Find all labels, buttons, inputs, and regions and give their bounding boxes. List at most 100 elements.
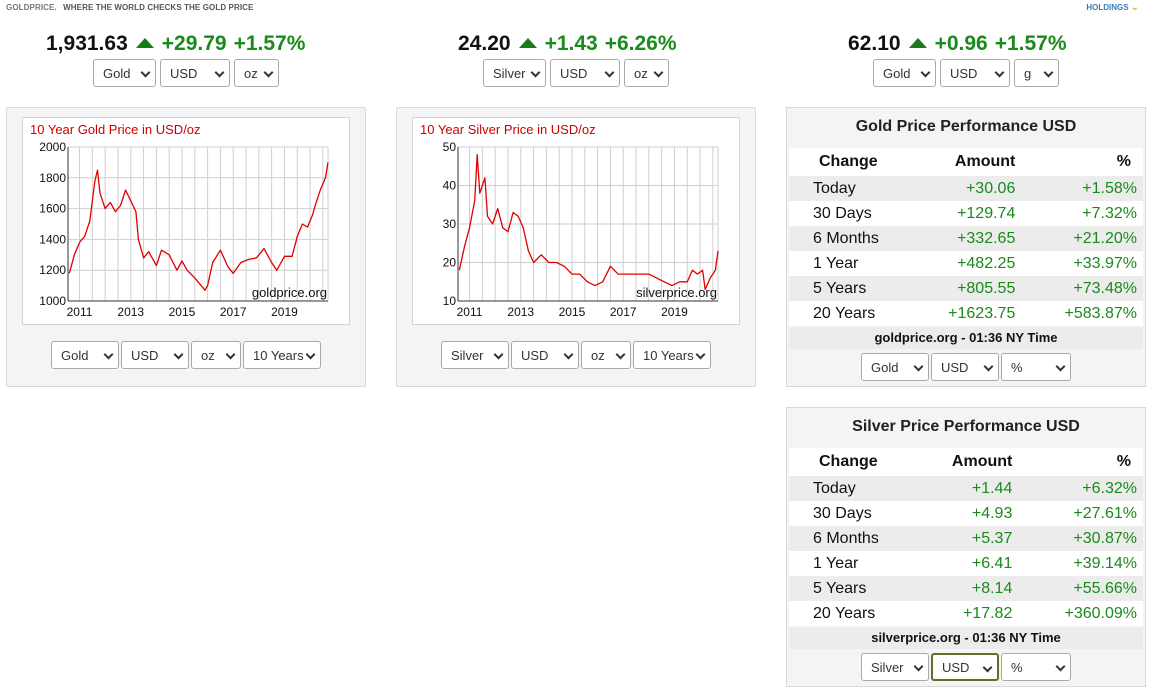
amount-value: +1.44 bbox=[917, 476, 1031, 501]
x-tick-label: 2011 bbox=[457, 305, 483, 319]
period-label: Today bbox=[789, 476, 918, 501]
gold-performance-panel: Gold Price Performance USD Change Amount… bbox=[786, 107, 1146, 387]
currency-select[interactable]: USD bbox=[931, 353, 999, 381]
y-tick-label: 30 bbox=[443, 217, 457, 231]
holdings-link[interactable]: HOLDINGS ⌄ bbox=[1086, 1, 1139, 13]
column-header: Change bbox=[789, 148, 915, 176]
chart-watermark: silverprice.org bbox=[636, 285, 717, 300]
period-label: 6 Months bbox=[789, 226, 915, 251]
table-row: Today +30.06 +1.58% bbox=[789, 176, 1143, 201]
select-value: USD bbox=[950, 65, 978, 81]
chevron-down-icon bbox=[1055, 661, 1066, 672]
amount-value: +8.14 bbox=[917, 576, 1031, 601]
amount-value: +5.37 bbox=[917, 526, 1031, 551]
amount-value: +30.06 bbox=[914, 176, 1034, 201]
y-tick-label: 40 bbox=[443, 179, 457, 193]
percent-value: +6.32% bbox=[1030, 476, 1143, 501]
chevron-down-icon bbox=[493, 349, 504, 360]
unit-select[interactable]: oz bbox=[581, 341, 631, 369]
metal-select[interactable]: Silver bbox=[441, 341, 509, 369]
chevron-down-icon bbox=[982, 662, 993, 673]
ticker-percent: +1.57% bbox=[233, 32, 306, 55]
y-tick-label: 1400 bbox=[39, 232, 66, 246]
currency-select[interactable]: USD bbox=[511, 341, 579, 369]
metal-select[interactable]: Gold bbox=[93, 59, 156, 87]
percent-value: +33.97% bbox=[1033, 251, 1143, 276]
chevron-down-icon bbox=[615, 349, 626, 360]
chevron-down-icon bbox=[983, 361, 994, 372]
currency-select[interactable]: USD bbox=[550, 59, 620, 87]
unit-select[interactable]: oz bbox=[234, 59, 279, 87]
metal-select[interactable]: Silver bbox=[483, 59, 546, 87]
y-tick-label: 1600 bbox=[39, 202, 66, 216]
chevron-down-icon: ⌄ bbox=[1130, 1, 1139, 13]
x-tick-label: 2019 bbox=[661, 305, 688, 319]
ticker-change: +0.96 bbox=[934, 32, 988, 55]
chevron-down-icon bbox=[653, 67, 664, 78]
chevron-down-icon bbox=[913, 661, 924, 672]
silver-ticker: 24.20 +1.43 +6.26% bbox=[458, 30, 677, 58]
metal-select[interactable]: Gold bbox=[51, 341, 119, 369]
table-row: 5 Years +805.55 +73.48% bbox=[789, 276, 1143, 301]
y-tick-label: 1200 bbox=[39, 263, 66, 277]
y-tick-label: 1800 bbox=[39, 171, 66, 185]
ticker-price: 62.10 bbox=[848, 32, 901, 55]
price-series-line bbox=[68, 162, 329, 291]
x-tick-label: 2017 bbox=[220, 305, 247, 319]
percent-value: +360.09% bbox=[1030, 601, 1143, 626]
period-select[interactable]: 10 Years bbox=[243, 341, 321, 369]
select-value: 10 Years bbox=[643, 347, 694, 363]
period-label: 6 Months bbox=[789, 526, 918, 551]
table-row: 6 Months +332.65 +21.20% bbox=[789, 226, 1143, 251]
currency-select[interactable]: USD bbox=[160, 59, 230, 87]
x-tick-label: 2011 bbox=[67, 305, 93, 319]
arrow-up-icon bbox=[518, 37, 537, 48]
select-value: 10 Years bbox=[253, 347, 304, 363]
chevron-down-icon bbox=[994, 67, 1005, 78]
chevron-down-icon bbox=[263, 67, 274, 78]
select-value: g bbox=[1024, 65, 1032, 81]
percent-value: +30.87% bbox=[1030, 526, 1143, 551]
select-value: Gold bbox=[883, 65, 911, 81]
period-label: 20 Years bbox=[789, 301, 915, 326]
price-series-line bbox=[458, 154, 719, 291]
percent-value: +27.61% bbox=[1030, 501, 1143, 526]
period-select[interactable]: 10 Years bbox=[633, 341, 711, 369]
y-tick-label: 10 bbox=[443, 294, 457, 308]
period-label: 30 Days bbox=[789, 201, 915, 226]
chevron-down-icon bbox=[1043, 67, 1054, 78]
site-header: GOLDPRICE. WHERE THE WORLD CHECKS THE GO… bbox=[6, 3, 253, 12]
currency-select[interactable]: USD bbox=[121, 341, 189, 369]
table-row: 20 Years +17.82 +360.09% bbox=[789, 601, 1143, 626]
percent-value: +7.32% bbox=[1033, 201, 1143, 226]
select-value: % bbox=[1011, 359, 1023, 375]
select-value: USD bbox=[941, 359, 969, 375]
percent-value: +21.20% bbox=[1033, 226, 1143, 251]
metal-select[interactable]: Silver bbox=[861, 653, 929, 681]
table-row: 30 Days +129.74 +7.32% bbox=[789, 201, 1143, 226]
unit-select[interactable]: oz bbox=[191, 341, 241, 369]
metal-select[interactable]: Gold bbox=[873, 59, 936, 87]
silver-price-chart: 10 Year Silver Price in USD/oz 10 20 30 40 50… bbox=[412, 117, 740, 325]
unit-select[interactable]: oz bbox=[624, 59, 669, 87]
metal-select[interactable]: Gold bbox=[861, 353, 929, 381]
amount-value: +482.25 bbox=[914, 251, 1034, 276]
x-tick-label: 2013 bbox=[507, 305, 534, 319]
percent-select[interactable]: % bbox=[1001, 353, 1071, 381]
currency-select[interactable]: USD bbox=[940, 59, 1010, 87]
chevron-down-icon bbox=[530, 67, 541, 78]
table-row: 20 Years +1623.75 +583.87% bbox=[789, 301, 1143, 326]
brand-logo: GOLDPRICE. bbox=[6, 3, 57, 12]
select-value: Silver bbox=[451, 347, 484, 363]
unit-select[interactable]: g bbox=[1014, 59, 1059, 87]
table-footer: goldprice.org - 01:36 NY Time bbox=[789, 327, 1143, 349]
chevron-down-icon bbox=[604, 67, 615, 78]
percent-select[interactable]: % bbox=[1001, 653, 1071, 681]
currency-select[interactable]: USD bbox=[931, 653, 999, 681]
period-label: 1 Year bbox=[789, 551, 918, 576]
column-header: Amount bbox=[917, 448, 1031, 476]
select-value: oz bbox=[591, 347, 605, 363]
ticker-change: +1.43 bbox=[544, 32, 598, 55]
gold-gram-ticker: 62.10 +0.96 +1.57% bbox=[848, 30, 1067, 58]
select-value: Silver bbox=[493, 65, 526, 81]
